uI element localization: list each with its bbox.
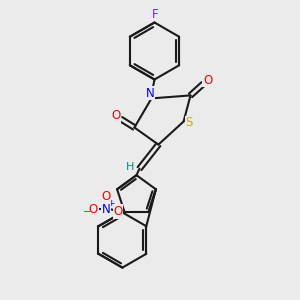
- Text: N: N: [101, 203, 110, 216]
- Text: O: O: [203, 74, 212, 87]
- Text: +: +: [108, 200, 115, 208]
- Text: H: H: [126, 162, 135, 172]
- Text: O: O: [111, 109, 120, 122]
- Text: F: F: [152, 8, 158, 21]
- Text: O: O: [89, 203, 98, 216]
- Text: −: −: [83, 207, 92, 217]
- Text: S: S: [185, 116, 193, 130]
- Text: N: N: [146, 86, 154, 100]
- Text: O: O: [113, 205, 122, 218]
- Text: O: O: [101, 190, 110, 203]
